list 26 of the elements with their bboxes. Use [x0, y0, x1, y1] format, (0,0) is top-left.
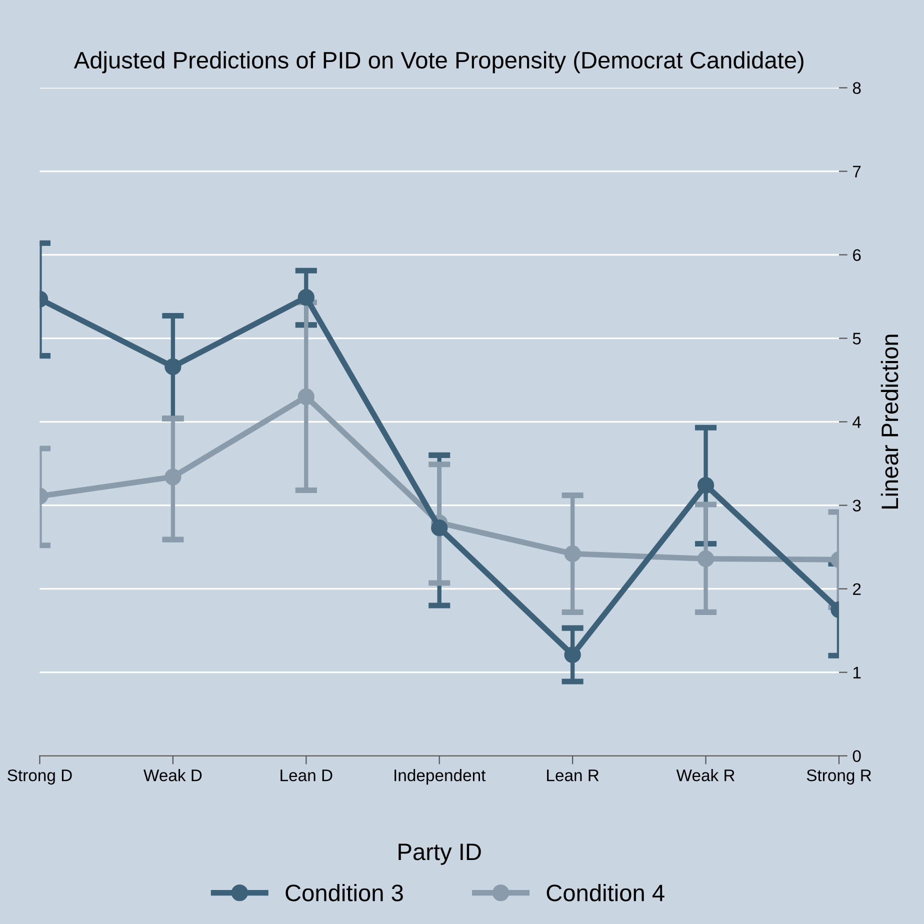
chart-title: Adjusted Predictions of PID on Vote Propensity (Democrat Candidate): [74, 51, 804, 74]
point: [298, 388, 314, 406]
x-tick-label: Strong R: [806, 769, 872, 785]
point: [431, 520, 448, 536]
legend-label: Condition 4: [546, 884, 664, 902]
y-tick-label: 4: [852, 416, 861, 428]
x-axis-title: Party ID: [398, 844, 481, 865]
y-tick-label: 3: [852, 500, 861, 512]
x-tick-label: Independent: [394, 769, 486, 785]
x-tick-label: Weak D: [144, 769, 202, 782]
y-tick-label: 6: [853, 249, 861, 261]
x-tick-label: Weak R: [676, 769, 734, 782]
x-tick-label: Lean D: [280, 770, 332, 782]
point: [298, 289, 314, 306]
y-tick-label: 5: [852, 332, 861, 345]
y-axis-title: Linear Prediction: [880, 334, 898, 508]
y-tick-label: 0: [852, 750, 861, 762]
point: [564, 545, 581, 562]
y-tick-label: 1: [853, 666, 861, 678]
y-tick-label: 7: [853, 166, 861, 178]
x-tick-label: Strong D: [8, 769, 72, 785]
y-tick-label: 8: [852, 82, 861, 94]
legend-label: Condition 3: [286, 884, 403, 902]
point: [564, 646, 581, 664]
y-tick-label: 2: [853, 583, 861, 595]
x-tick-label: Lean R: [547, 770, 599, 782]
